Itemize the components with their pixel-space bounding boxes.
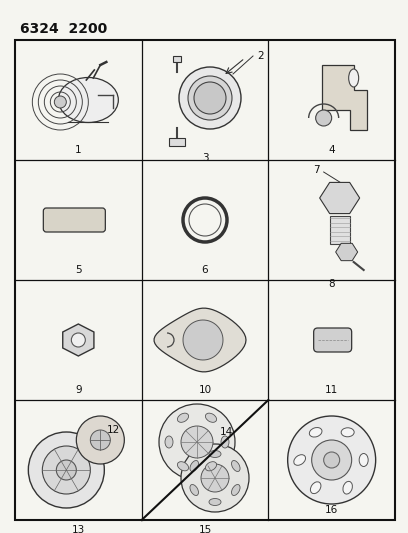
- Ellipse shape: [206, 462, 217, 471]
- Circle shape: [54, 96, 67, 108]
- Text: 10: 10: [198, 385, 212, 395]
- Circle shape: [312, 440, 352, 480]
- Text: 14: 14: [220, 427, 233, 437]
- Polygon shape: [63, 324, 94, 356]
- Ellipse shape: [359, 454, 368, 466]
- Ellipse shape: [179, 67, 241, 129]
- Ellipse shape: [294, 455, 306, 465]
- Ellipse shape: [231, 461, 240, 472]
- Text: 7: 7: [313, 165, 319, 175]
- Circle shape: [194, 82, 226, 114]
- Polygon shape: [154, 308, 246, 372]
- Ellipse shape: [58, 77, 118, 123]
- Text: 4: 4: [328, 145, 335, 155]
- Ellipse shape: [190, 461, 198, 472]
- Text: 13: 13: [72, 525, 85, 533]
- Circle shape: [42, 446, 90, 494]
- Ellipse shape: [209, 450, 221, 457]
- Circle shape: [181, 444, 249, 512]
- Bar: [173, 56, 181, 62]
- Circle shape: [76, 416, 124, 464]
- Ellipse shape: [165, 436, 173, 448]
- Ellipse shape: [190, 484, 198, 496]
- Ellipse shape: [343, 481, 353, 494]
- Ellipse shape: [177, 462, 188, 471]
- Ellipse shape: [206, 413, 217, 422]
- Polygon shape: [322, 65, 367, 130]
- Text: 6: 6: [202, 265, 208, 275]
- Ellipse shape: [309, 427, 322, 437]
- Text: 6324  2200: 6324 2200: [20, 22, 107, 36]
- Text: 16: 16: [325, 505, 338, 515]
- Circle shape: [288, 416, 376, 504]
- Text: 2: 2: [257, 51, 264, 61]
- Circle shape: [159, 404, 235, 480]
- Text: 12: 12: [106, 425, 120, 435]
- Circle shape: [71, 333, 85, 347]
- Text: 8: 8: [328, 279, 335, 289]
- Polygon shape: [183, 320, 223, 360]
- Ellipse shape: [177, 413, 188, 422]
- Ellipse shape: [349, 69, 359, 87]
- Circle shape: [181, 426, 213, 458]
- FancyBboxPatch shape: [314, 328, 352, 352]
- Ellipse shape: [188, 76, 232, 120]
- Text: 1: 1: [75, 145, 82, 155]
- Circle shape: [90, 430, 110, 450]
- Ellipse shape: [231, 484, 240, 496]
- Text: 11: 11: [325, 385, 338, 395]
- Text: 15: 15: [198, 525, 212, 533]
- Circle shape: [28, 432, 104, 508]
- Ellipse shape: [221, 436, 229, 448]
- Text: 5: 5: [75, 265, 82, 275]
- Ellipse shape: [209, 498, 221, 505]
- Text: 9: 9: [75, 385, 82, 395]
- Text: 3: 3: [202, 153, 208, 163]
- Ellipse shape: [341, 428, 354, 437]
- Polygon shape: [319, 182, 360, 214]
- Bar: [169, 138, 185, 146]
- FancyBboxPatch shape: [43, 208, 105, 232]
- Polygon shape: [336, 244, 358, 261]
- Ellipse shape: [310, 482, 321, 494]
- Circle shape: [56, 460, 76, 480]
- Bar: [330, 216, 350, 244]
- Circle shape: [324, 452, 340, 468]
- Circle shape: [316, 110, 332, 126]
- Circle shape: [201, 464, 229, 492]
